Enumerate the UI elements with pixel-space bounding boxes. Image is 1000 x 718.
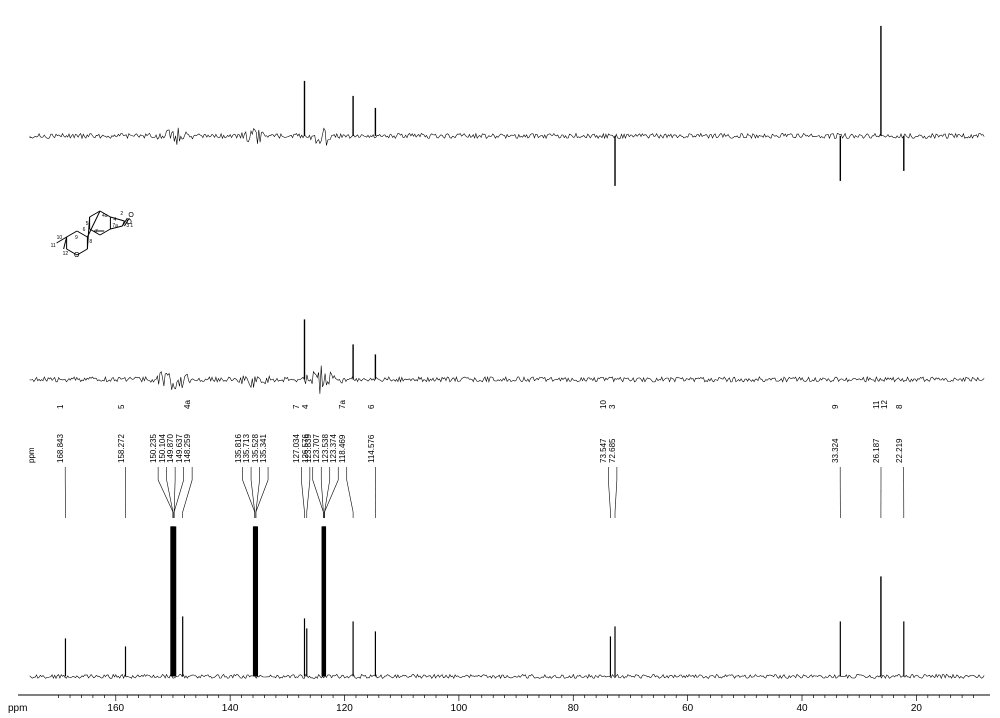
peak-assignment-label: 12: [880, 400, 889, 409]
peak-ppm-label: 26.187: [872, 439, 881, 463]
peak-assignment-label: 6: [367, 405, 376, 409]
peak-ppm-label: 123.707: [312, 434, 321, 463]
peak-ppm-label: 33.324: [831, 439, 840, 463]
peak-assignment-label: 7a: [338, 400, 347, 409]
peak-ppm-label: 127.034: [292, 434, 301, 463]
peak-assignment-label: 3: [608, 405, 617, 409]
svg-text:2: 2: [120, 211, 123, 217]
svg-text:7: 7: [95, 229, 98, 235]
svg-text:10: 10: [57, 235, 63, 241]
peak-ppm-label: 148.259: [183, 434, 192, 463]
svg-text:O: O: [74, 252, 80, 259]
molecule-structure: OOO7a7654a432109811121: [45, 195, 165, 285]
svg-text:8: 8: [89, 239, 92, 245]
svg-text:12: 12: [63, 251, 69, 257]
x-axis-unit: ppm: [8, 703, 27, 714]
peak-ppm-label: 22.219: [895, 439, 904, 463]
svg-text:5: 5: [86, 221, 89, 227]
nmr-spectra: [0, 0, 1000, 718]
peak-ppm-label: 72.685: [608, 439, 617, 463]
peak-assignment-label: 1: [56, 405, 65, 409]
peak-ppm-label: 118.469: [338, 435, 347, 463]
svg-text:3: 3: [126, 223, 129, 229]
peak-assignment-label: 8: [895, 405, 904, 409]
peak-assignment-label: 4: [301, 405, 310, 409]
svg-text:6: 6: [83, 227, 86, 233]
peak-ppm-label: 149.870: [166, 434, 175, 463]
svg-text:9: 9: [75, 235, 78, 241]
peak-assignment-label: 5: [117, 405, 126, 409]
x-tick-label: 120: [336, 703, 353, 714]
svg-text:4a: 4a: [102, 213, 108, 219]
svg-text:11: 11: [51, 243, 56, 249]
peak-ppm-label: 114.576: [367, 435, 376, 463]
x-tick-label: 60: [682, 703, 693, 714]
ppm-vertical-label: ppm: [27, 447, 36, 463]
svg-text:4: 4: [113, 217, 116, 223]
peak-assignment-label: 7: [292, 405, 301, 409]
svg-text:1: 1: [130, 223, 133, 229]
x-tick-label: 40: [796, 703, 807, 714]
peak-assignment-label: 9: [831, 405, 840, 409]
peak-assignment-label: 4a: [183, 400, 192, 409]
x-tick-label: 160: [107, 703, 124, 714]
svg-text:7a: 7a: [112, 223, 118, 229]
peak-ppm-label: 158.272: [117, 434, 126, 463]
x-tick-label: 80: [568, 703, 579, 714]
x-tick-label: 140: [222, 703, 239, 714]
peak-ppm-label: 135.713: [242, 434, 251, 463]
peak-ppm-label: 150.235: [149, 434, 158, 463]
peak-ppm-label: 168.843: [56, 434, 65, 463]
peak-ppm-label: 135.341: [259, 434, 268, 463]
svg-text:O: O: [128, 212, 134, 219]
x-tick-label: 100: [451, 703, 468, 714]
peak-ppm-label: 123.374: [329, 434, 338, 463]
x-tick-label: 20: [911, 703, 922, 714]
